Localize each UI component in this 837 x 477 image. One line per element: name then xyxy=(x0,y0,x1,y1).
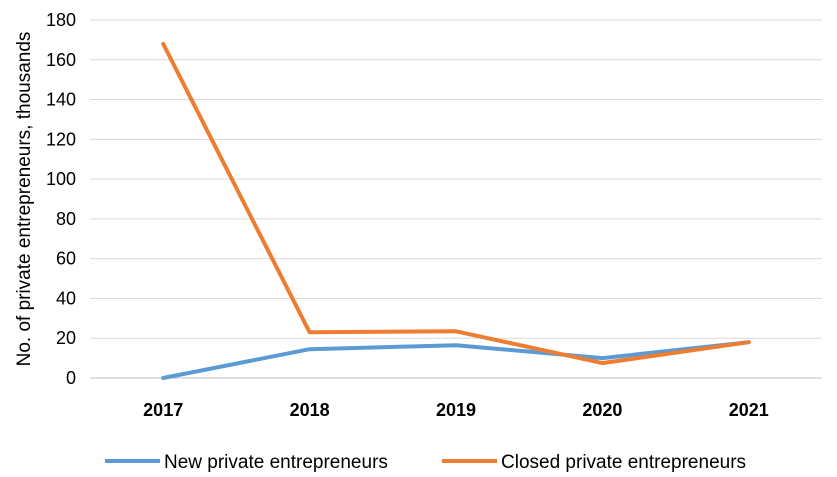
y-tick-label: 100 xyxy=(46,169,76,189)
y-tick-label: 160 xyxy=(46,50,76,70)
y-tick-label: 80 xyxy=(56,209,76,229)
y-tick-label: 40 xyxy=(56,288,76,308)
gridlines xyxy=(90,20,822,378)
y-tick-label: 0 xyxy=(66,368,76,388)
legend-label: New private entrepreneurs xyxy=(164,452,388,472)
legend-label: Closed private entrepreneurs xyxy=(501,452,746,472)
y-tick-label: 140 xyxy=(46,90,76,110)
series-lines xyxy=(163,44,749,378)
legend-item-2: Closed private entrepreneurs xyxy=(442,452,746,472)
x-tick-label: 2019 xyxy=(436,400,476,420)
x-tick-label: 2021 xyxy=(729,400,769,420)
legend-item-1: New private entrepreneurs xyxy=(105,452,388,472)
x-tick-label: 2018 xyxy=(290,400,330,420)
y-tick-label: 180 xyxy=(46,10,76,30)
y-tick-label: 120 xyxy=(46,129,76,149)
y-tick-label: 60 xyxy=(56,249,76,269)
series-line-1 xyxy=(163,342,749,378)
y-tick-label: 20 xyxy=(56,328,76,348)
legend: New private entrepreneurs Closed private … xyxy=(105,452,746,472)
y-axis-title: No. of private entrepreneurs, thousands xyxy=(14,32,35,367)
series-line-2 xyxy=(163,44,749,363)
x-tick-label: 2017 xyxy=(143,400,183,420)
y-axis-ticks: 0 20 40 60 80 100 120 140 160 180 xyxy=(46,10,76,388)
x-axis-ticks: 2017 2018 2019 2020 2021 xyxy=(143,400,769,420)
x-tick-label: 2020 xyxy=(582,400,622,420)
